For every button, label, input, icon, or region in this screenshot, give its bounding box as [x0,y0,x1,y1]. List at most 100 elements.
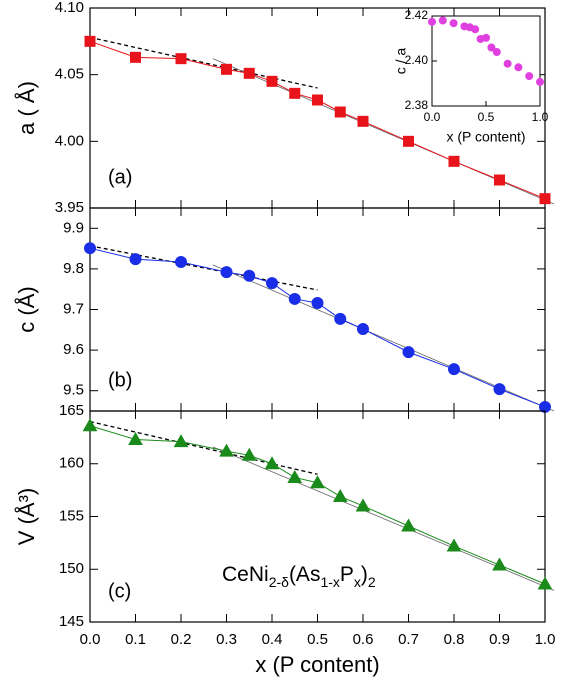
marker [536,77,544,86]
marker [289,87,301,99]
marker [438,16,447,25]
x-tick-label: 0.1 [125,631,146,648]
marker [130,51,141,63]
inset-y-label: c / a [393,48,409,75]
y-tick-label: 9.6 [63,341,84,358]
y-tick-label: 155 [59,507,84,524]
fit-line [89,420,318,475]
y-tick-label: 4.00 [55,132,84,149]
formula: CeNi2-δ(As1-xPx)2 [222,563,376,590]
x-tick-label: 0.6 [353,631,374,648]
y-tick-label: 4.05 [55,66,84,83]
marker [128,431,143,445]
marker [241,447,257,461]
formula-part: 1-x [320,574,339,590]
x-tick-label: 0.9 [489,631,510,648]
fit-line [89,245,318,291]
marker [357,115,369,127]
x-tick-label: 0.2 [171,631,192,648]
inset-y-tick-label: 2.38 [405,98,429,112]
y-tick-label: 9.9 [63,219,84,236]
marker [402,346,415,359]
marker [82,418,98,432]
marker [264,456,280,470]
y-tick-label: 150 [59,560,84,577]
marker [311,297,324,310]
inset-x-tick-label: 0.5 [478,110,495,124]
formula-part: CeNi [222,563,269,586]
marker [403,135,414,147]
marker [84,242,96,255]
marker [525,72,534,81]
x-tick-label: 1.0 [535,631,556,648]
marker [449,19,458,28]
marker [539,193,551,205]
y-tick-label: 165 [59,402,84,419]
marker [243,269,256,282]
marker [503,59,512,68]
formula-part: (As [289,563,321,586]
formula-part: ) [361,563,368,586]
inset-x-label: x (P content) [446,129,525,145]
inset-x-tick-label: 0.0 [424,110,441,124]
panel-label: (b) [108,369,132,391]
inset-frame [431,15,541,107]
marker [537,576,553,590]
marker [129,253,142,266]
formula-part: 2 [368,574,376,590]
marker [310,475,325,489]
data-line [89,247,546,408]
x-axis-label: x (P content) [255,652,379,677]
y-tick-label: 4.10 [55,0,84,16]
y-axis-label: c (Å) [14,286,39,332]
y-axis-label: V (Å³) [14,488,39,545]
marker [332,488,348,502]
marker [173,434,189,448]
y-axis-label: a ( Å) [14,81,39,135]
marker [514,63,523,72]
marker [494,174,505,186]
x-tick-label: 0.0 [80,631,101,648]
marker [220,266,233,279]
marker [175,255,187,268]
formula-part: 2-δ [269,574,289,590]
marker [334,312,347,325]
x-tick-label: 0.3 [216,631,237,648]
marker [312,94,323,106]
marker [492,48,501,56]
marker [448,363,460,376]
formula-part: P [340,563,354,586]
marker [288,292,301,305]
x-tick-label: 0.8 [444,631,465,648]
marker [243,67,255,79]
inset-y-tick-label: 2.40 [405,53,429,67]
marker [492,557,507,571]
panel-label: (c) [108,580,131,602]
y-tick-label: 9.7 [63,300,84,317]
y-tick-label: 160 [59,455,84,472]
marker [355,498,371,512]
y-tick-label: 9.5 [63,382,84,399]
marker [401,518,416,532]
marker [493,383,506,396]
panel-label: (a) [108,166,132,188]
data-line [89,40,546,200]
y-tick-label: 145 [59,613,84,630]
marker [448,155,460,167]
fit-line [89,36,318,89]
marker [175,53,187,65]
marker [446,538,462,552]
marker [334,106,346,118]
marker [487,43,496,52]
formula-part: x [354,574,361,590]
marker [428,17,436,26]
x-tick-label: 0.7 [398,631,419,648]
marker [357,322,369,335]
marker [219,443,234,457]
marker [266,277,278,290]
y-tick-label: 9.8 [63,260,84,277]
inset-x-tick-label: 1.0 [532,110,549,124]
y-tick-label: 3.95 [55,199,84,216]
marker [287,469,303,483]
